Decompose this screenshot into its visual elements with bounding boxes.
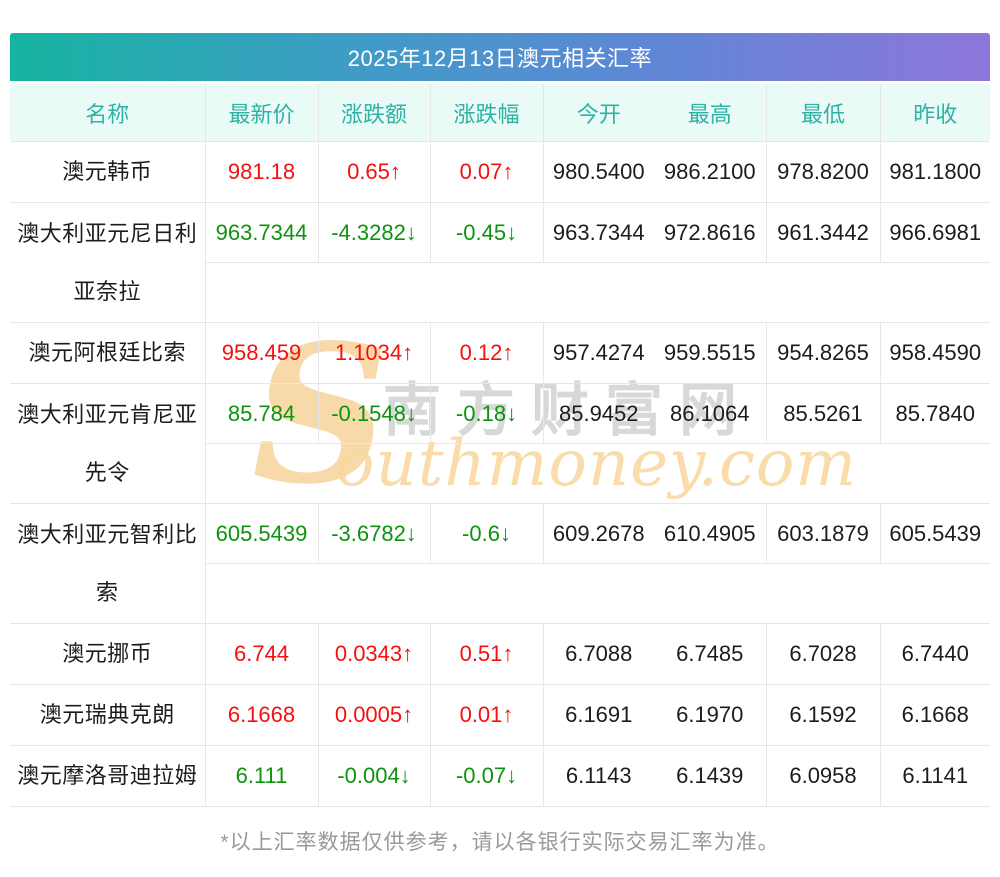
cell-change: -3.6782↓ — [318, 503, 431, 564]
table-row: 澳大利亚元尼日利亚奈拉 963.7344 -4.3282↓ -0.45↓ 963.734… — [10, 202, 990, 323]
rates-table: 名称 最新价 涨跌额 涨跌幅 今开 最高 最低 昨收 澳元韩币 981.18 0.65↑ 0.07↑… — [10, 84, 990, 807]
table-title: 2025年12月13日澳元相关汇率 — [347, 46, 653, 71]
cell-pct: -0.07↓ — [430, 745, 544, 807]
cell-change: 1.1034↑ — [318, 322, 431, 384]
cell-name: 澳大利亚元尼日利亚奈拉 — [10, 202, 206, 323]
column-header-low: 最低 — [766, 84, 881, 142]
cell-change: 0.0343↑ — [318, 623, 431, 685]
cell-low: 6.0958 — [766, 745, 881, 807]
cell-open: 6.7088 — [543, 623, 654, 685]
cell-open: 85.9452 — [543, 383, 654, 444]
cell-change: 0.0005↑ — [318, 684, 431, 746]
cell-pct: 0.12↑ — [430, 322, 544, 384]
cell-pct: 0.01↑ — [430, 684, 544, 746]
cell-prev: 6.7440 — [880, 623, 990, 685]
cell-low: 978.8200 — [766, 141, 881, 203]
header-row: 名称 最新价 涨跌额 涨跌幅 今开 最高 最低 昨收 — [10, 84, 990, 142]
filler-cell — [205, 262, 990, 323]
column-header-change: 涨跌额 — [318, 84, 431, 142]
cell-high: 6.1970 — [654, 684, 767, 746]
column-header-pct: 涨跌幅 — [430, 84, 544, 142]
cell-change: -0.1548↓ — [318, 383, 431, 444]
cell-low: 6.7028 — [766, 623, 881, 685]
table-row-wrap-filler — [10, 443, 990, 504]
cell-high: 986.2100 — [654, 141, 767, 203]
cell-open: 980.5400 — [543, 141, 654, 203]
footer-disclaimer: *以上汇率数据仅供参考，请以各银行实际交易汇率为准。 — [220, 831, 780, 854]
cell-high: 972.8616 — [654, 202, 767, 263]
cell-name: 澳大利亚元肯尼亚先令 — [10, 383, 206, 504]
cell-low: 603.1879 — [766, 503, 881, 564]
cell-name: 澳元韩币 — [10, 141, 206, 203]
filler-cell — [205, 563, 990, 624]
cell-prev: 981.1800 — [880, 141, 990, 203]
cell-low: 6.1592 — [766, 684, 881, 746]
cell-latest: 6.744 — [205, 623, 319, 685]
cell-change: -0.004↓ — [318, 745, 431, 807]
table-title-bar: 2025年12月13日澳元相关汇率 — [10, 33, 990, 81]
column-header-open: 今开 — [543, 84, 654, 142]
table-row: 澳元挪币 6.744 0.0343↑ 0.51↑ 6.7088 6.7485 6.7028 6… — [10, 623, 990, 685]
table-row: 澳元瑞典克朗 6.1668 0.0005↑ 0.01↑ 6.1691 6.1970 6.15… — [10, 684, 990, 746]
cell-name: 澳元摩洛哥迪拉姆 — [10, 745, 206, 807]
cell-latest: 958.459 — [205, 322, 319, 384]
table-row-wrap-filler — [10, 262, 990, 323]
cell-pct: -0.6↓ — [430, 503, 544, 564]
cell-latest: 963.7344 — [205, 202, 319, 263]
filler-cell — [205, 443, 990, 504]
cell-low: 85.5261 — [766, 383, 881, 444]
cell-pct: -0.18↓ — [430, 383, 544, 444]
cell-name: 澳元瑞典克朗 — [10, 684, 206, 746]
cell-latest: 605.5439 — [205, 503, 319, 564]
cell-high: 6.1439 — [654, 745, 767, 807]
table-row: 澳大利亚元智利比索 605.5439 -3.6782↓ -0.6↓ 609.2678 61… — [10, 503, 990, 624]
column-header-high: 最高 — [654, 84, 767, 142]
column-header-prev: 昨收 — [880, 84, 990, 142]
column-header-latest: 最新价 — [205, 84, 319, 142]
cell-low: 961.3442 — [766, 202, 881, 263]
cell-change: 0.65↑ — [318, 141, 431, 203]
cell-low: 954.8265 — [766, 322, 881, 384]
cell-prev: 605.5439 — [880, 503, 990, 564]
cell-prev: 6.1141 — [880, 745, 990, 807]
cell-open: 6.1143 — [543, 745, 654, 807]
table-row: 澳元摩洛哥迪拉姆 6.111 -0.004↓ -0.07↓ 6.1143 6.1439 6.… — [10, 745, 990, 807]
rates-table-container: 2025年12月13日澳元相关汇率 名称 最新价 涨跌额 涨跌幅 今开 最高 最低 昨收 澳元… — [10, 33, 990, 807]
cell-change: -4.3282↓ — [318, 202, 431, 263]
cell-open: 6.1691 — [543, 684, 654, 746]
cell-pct: 0.07↑ — [430, 141, 544, 203]
cell-high: 6.7485 — [654, 623, 767, 685]
cell-pct: 0.51↑ — [430, 623, 544, 685]
table-row: 澳元阿根廷比索 958.459 1.1034↑ 0.12↑ 957.4274 959.55… — [10, 322, 990, 384]
cell-open: 963.7344 — [543, 202, 654, 263]
cell-high: 86.1064 — [654, 383, 767, 444]
cell-name: 澳元挪币 — [10, 623, 206, 685]
cell-prev: 966.6981 — [880, 202, 990, 263]
cell-prev: 6.1668 — [880, 684, 990, 746]
cell-latest: 981.18 — [205, 141, 319, 203]
cell-pct: -0.45↓ — [430, 202, 544, 263]
column-header-name: 名称 — [10, 84, 206, 142]
cell-latest: 6.1668 — [205, 684, 319, 746]
table-row: 澳元韩币 981.18 0.65↑ 0.07↑ 980.5400 986.2100 978.… — [10, 141, 990, 203]
cell-latest: 85.784 — [205, 383, 319, 444]
cell-open: 957.4274 — [543, 322, 654, 384]
cell-prev: 958.4590 — [880, 322, 990, 384]
cell-high: 610.4905 — [654, 503, 767, 564]
table-row: 澳大利亚元肯尼亚先令 85.784 -0.1548↓ -0.18↓ 85.9452 86.… — [10, 383, 990, 504]
cell-latest: 6.111 — [205, 745, 319, 807]
cell-name: 澳元阿根廷比索 — [10, 322, 206, 384]
cell-high: 959.5515 — [654, 322, 767, 384]
cell-prev: 85.7840 — [880, 383, 990, 444]
cell-open: 609.2678 — [543, 503, 654, 564]
table-row-wrap-filler — [10, 563, 990, 624]
cell-name: 澳大利亚元智利比索 — [10, 503, 206, 624]
